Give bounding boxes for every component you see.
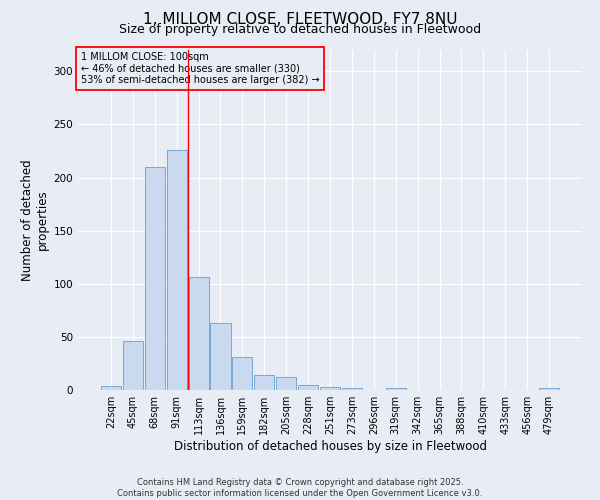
Bar <box>298 384 318 390</box>
Bar <box>188 278 209 390</box>
Text: Size of property relative to detached houses in Fleetwood: Size of property relative to detached ho… <box>119 22 481 36</box>
Bar <box>123 341 143 390</box>
Bar <box>254 375 274 390</box>
Bar <box>211 323 230 390</box>
Bar <box>386 388 406 390</box>
Bar <box>232 357 253 390</box>
Bar <box>539 388 559 390</box>
Text: 1 MILLOM CLOSE: 100sqm
← 46% of detached houses are smaller (330)
53% of semi-de: 1 MILLOM CLOSE: 100sqm ← 46% of detached… <box>80 52 319 85</box>
Text: Contains HM Land Registry data © Crown copyright and database right 2025.
Contai: Contains HM Land Registry data © Crown c… <box>118 478 482 498</box>
Bar <box>167 150 187 390</box>
X-axis label: Distribution of detached houses by size in Fleetwood: Distribution of detached houses by size … <box>173 440 487 453</box>
Bar <box>101 386 121 390</box>
Bar <box>145 167 165 390</box>
Bar <box>342 388 362 390</box>
Bar <box>320 387 340 390</box>
Bar <box>276 378 296 390</box>
Text: 1, MILLOM CLOSE, FLEETWOOD, FY7 8NU: 1, MILLOM CLOSE, FLEETWOOD, FY7 8NU <box>143 12 457 28</box>
Y-axis label: Number of detached
properties: Number of detached properties <box>21 159 49 281</box>
